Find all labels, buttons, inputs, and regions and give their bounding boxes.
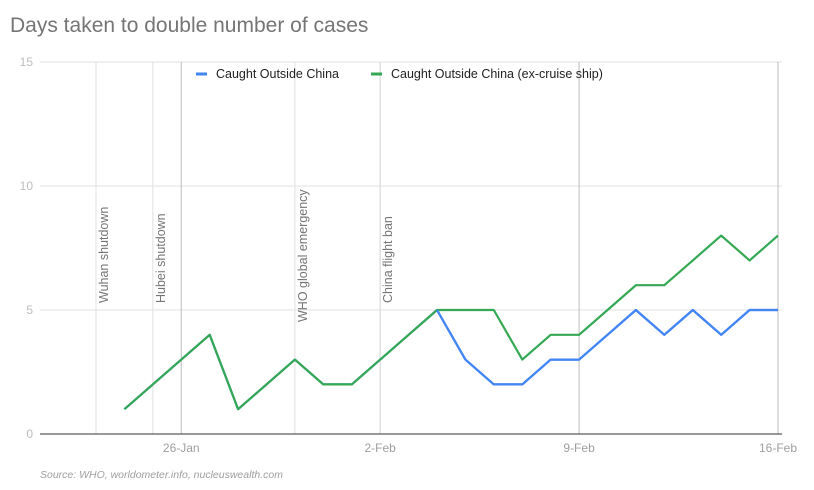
legend: Caught Outside China Caught Outside China… [196,67,603,81]
annotation-label: China flight ban [381,216,395,303]
x-tick-label: 26-Jan [163,441,200,455]
annotation-label: Hubei shutdown [154,213,168,303]
y-tick-label: 0 [26,427,33,441]
chart-title: Days taken to double number of cases [10,14,369,37]
y-tick-label: 15 [20,55,34,69]
axes: 0 5 10 15 26-Jan 2-Feb 9-Feb 16-Feb [20,55,798,455]
annotation-label: WHO global emergency [296,189,310,322]
x-tick-label: 9-Feb [563,441,595,455]
annotation-label: Wuhan shutdown [97,207,111,303]
legend-label: Caught Outside China (ex-cruise ship) [391,67,603,81]
legend-label: Caught Outside China [216,67,339,81]
series-line-1 [123,308,778,411]
x-tick-label: 2-Feb [364,441,396,455]
gridlines [40,61,782,434]
annotation-lines: Wuhan shutdown Hubei shutdown WHO global e… [95,62,395,434]
series-lines [123,234,779,411]
series-line-1-overlay [436,308,778,386]
y-tick-label: 10 [20,179,34,193]
y-tick-label: 5 [26,303,33,317]
source-note: Source: WHO, worldometer.info, nucleuswe… [40,469,283,481]
x-tick-label: 16-Feb [759,441,797,455]
series-line-2 [123,234,779,411]
